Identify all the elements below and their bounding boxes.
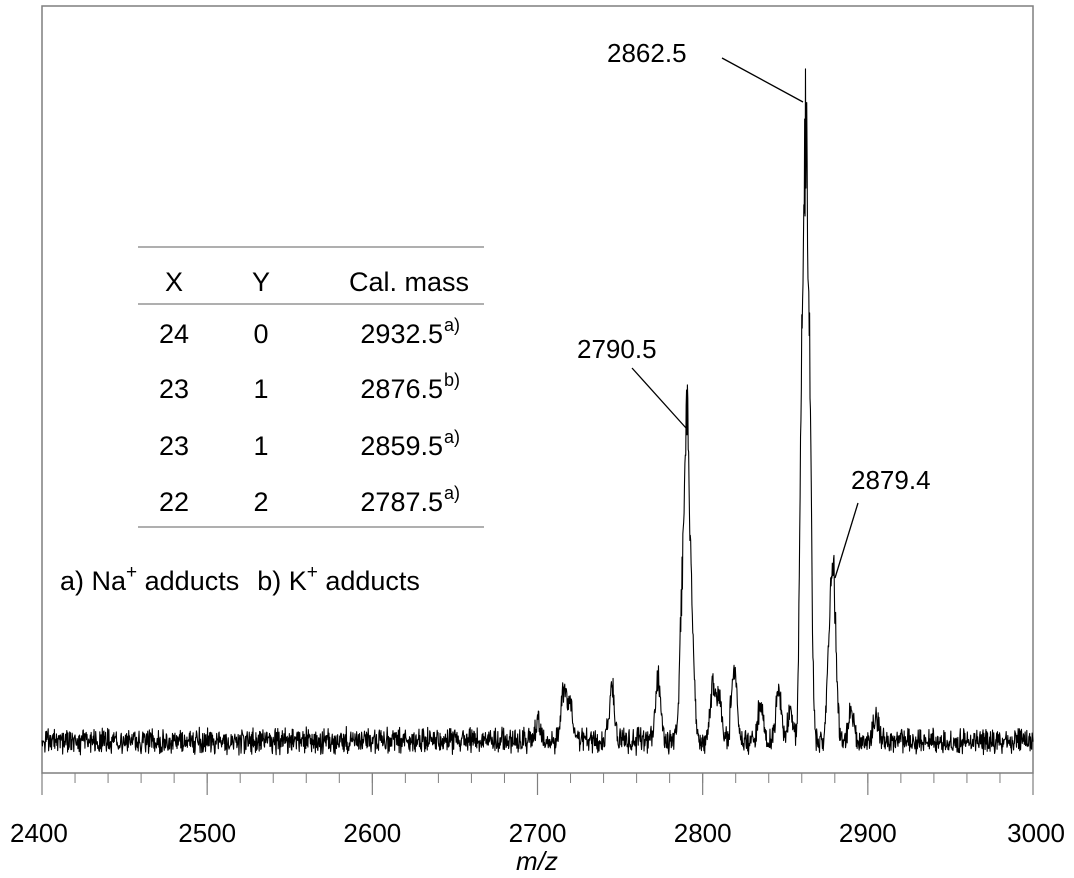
svg-text:24: 24 [159,319,189,349]
table-row: 23 1 2859.5 a) [159,427,460,461]
x-tick-labels: 2400 2500 2600 2700 2800 2900 3000 [10,818,1065,848]
x-tick-label: 2900 [839,818,897,848]
svg-text:a): a) [444,427,460,447]
x-tick-label: 3000 [1007,818,1065,848]
table-header-mass: Cal. mass [349,267,469,297]
svg-text:1: 1 [253,431,268,461]
svg-text:2876.5: 2876.5 [360,374,443,404]
svg-text:2859.5: 2859.5 [360,431,443,461]
peak-label: 2862.5 [607,38,687,68]
svg-text:a): a) [444,315,460,335]
svg-text:2: 2 [253,487,268,517]
svg-text:1: 1 [253,374,268,404]
svg-text:23: 23 [159,374,189,404]
svg-text:22: 22 [159,487,189,517]
svg-text:2932.5: 2932.5 [360,319,443,349]
table-row: 24 0 2932.5 a) [159,315,460,349]
svg-text:2787.5: 2787.5 [360,487,443,517]
peak-annotation-2790-5: 2790.5 [577,334,687,429]
x-tick-label: 2600 [343,818,401,848]
x-major-ticks [41,773,1034,795]
peak-annotation-2879-4: 2879.4 [834,465,931,579]
svg-text:b): b) [444,370,460,390]
svg-text:0: 0 [253,319,268,349]
x-tick-label: 2400 [10,818,68,848]
table-row: 22 2 2787.5 a) [159,483,460,517]
x-axis-label: m/z [516,846,558,876]
adduct-footnote: a) Na+ adducts b) K+ adducts [60,562,420,596]
x-tick-label: 2500 [178,818,236,848]
peak-annotation-2862-5: 2862.5 [607,38,804,103]
peak-label: 2879.4 [851,465,931,495]
table-header-y: Y [252,267,270,297]
spectrum-trace [41,68,1034,756]
peak-label: 2790.5 [577,334,657,364]
calculated-mass-table: X Y Cal. mass 24 0 2932.5 a) 23 1 2876.5… [138,246,484,528]
x-tick-label: 2700 [509,818,567,848]
table-row: 23 1 2876.5 b) [159,370,460,404]
table-header-x: X [165,267,183,297]
svg-text:23: 23 [159,431,189,461]
x-tick-label: 2800 [674,818,732,848]
svg-text:a): a) [444,483,460,503]
